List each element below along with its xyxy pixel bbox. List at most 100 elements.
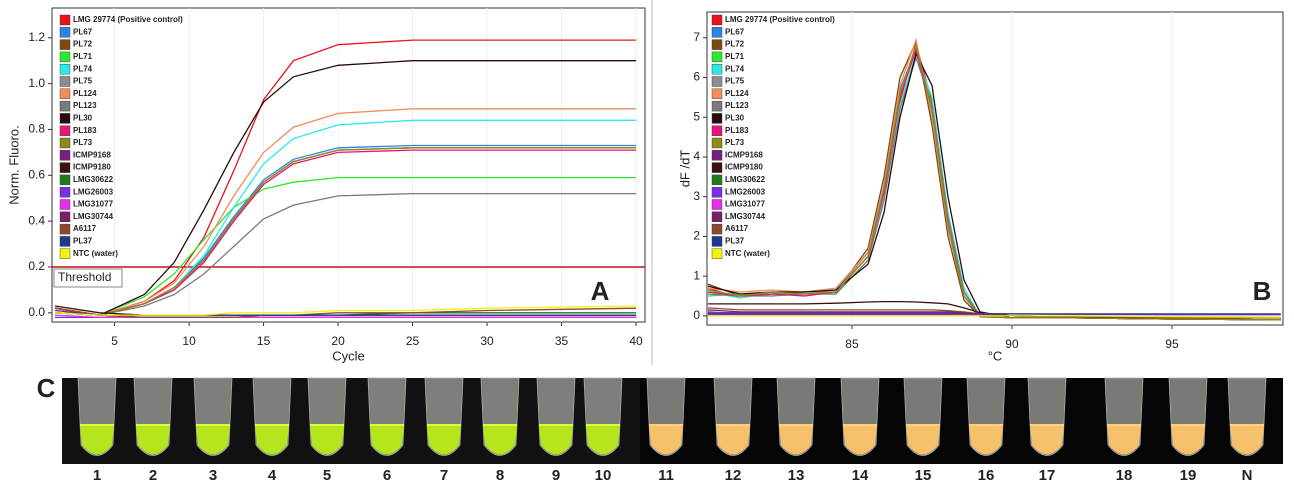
x-tick-label: 30	[480, 334, 494, 348]
legend-label: PL71	[73, 52, 93, 61]
y-tick-label: 0.0	[28, 305, 45, 319]
tube-liquid	[136, 425, 170, 455]
y-tick-label: 0.6	[28, 167, 45, 181]
tube-label: 16	[978, 467, 995, 484]
tube-label: 19	[1180, 467, 1197, 484]
threshold-label-box	[53, 268, 123, 288]
legend-label: A6117	[73, 224, 97, 233]
tube-label: 13	[788, 467, 805, 484]
legend-swatch	[711, 186, 723, 198]
legend-swatch	[711, 14, 723, 26]
series-line	[708, 315, 1281, 318]
legend-swatch	[711, 199, 723, 210]
legend-swatch	[711, 150, 723, 161]
legend-label: NTC (water)	[725, 249, 770, 258]
legend-label: LMG 29774 (Positive control)	[73, 15, 183, 24]
tube-liquid	[906, 425, 940, 455]
tube-label: 1	[93, 467, 101, 484]
series-group	[707, 37, 1281, 321]
legend-swatch	[711, 236, 723, 247]
legend-swatch	[59, 137, 71, 149]
y-tick-label: 6	[693, 70, 700, 84]
legend-swatch	[711, 113, 723, 124]
panel-letter: C	[37, 373, 56, 403]
legend-label: PL75	[725, 77, 745, 86]
legend-label: PL30	[725, 114, 745, 123]
legend-swatch	[59, 63, 71, 75]
legend-swatch	[711, 248, 723, 259]
y-tick-label: 1.2	[28, 30, 45, 44]
tube-label: 2	[149, 467, 157, 484]
legend-swatch	[59, 236, 71, 247]
legend-label: PL75	[73, 77, 93, 86]
x-axis-title: Cycle	[332, 348, 365, 363]
tube-label: 6	[383, 467, 391, 484]
series-line	[54, 108, 637, 316]
legend-swatch	[711, 137, 723, 149]
legend-label: PL72	[73, 40, 93, 49]
legend-swatch	[59, 88, 71, 100]
tube-liquid	[649, 425, 683, 455]
tube-liquid	[1230, 425, 1264, 455]
tube-label: 4	[268, 467, 277, 484]
legend-swatch	[711, 63, 723, 75]
tube-liquid	[1107, 425, 1141, 455]
tube-label: 12	[725, 467, 742, 484]
legend-swatch	[59, 27, 71, 38]
tube-liquid	[196, 425, 230, 455]
series-line	[54, 60, 637, 316]
legend-swatch	[711, 223, 723, 235]
x-tick-label: 5	[111, 334, 118, 348]
y-tick-label: 2	[693, 229, 700, 243]
legend-swatch	[59, 100, 71, 112]
legend-swatch	[59, 186, 71, 198]
legend-swatch	[59, 125, 71, 136]
legend-label: ICMP9180	[73, 163, 111, 172]
x-tick-label: 85	[845, 337, 859, 351]
legend-label: LMG 29774 (Positive control)	[725, 15, 835, 24]
x-tick-label: 35	[555, 334, 569, 348]
legend-swatch	[59, 162, 71, 173]
panel-letter: A	[591, 276, 610, 306]
tube-liquid	[586, 425, 620, 455]
legend-swatch	[59, 211, 71, 223]
legend-label: PL183	[73, 126, 97, 135]
legend-label: LMG31077	[725, 200, 766, 209]
series-line	[54, 176, 637, 316]
legend-label: ICMP9168	[73, 150, 111, 159]
y-tick-label: 0.2	[28, 259, 45, 273]
series-line	[54, 305, 637, 316]
legend-label: LMG26003	[73, 187, 114, 196]
legend-swatch	[711, 88, 723, 100]
plot-area	[706, 11, 1284, 326]
legend-label: PL123	[73, 101, 97, 110]
legend-label: PL74	[73, 64, 93, 73]
y-tick-label: 1.0	[28, 76, 45, 90]
tube-label: 5	[323, 467, 331, 484]
legend-label: LMG30622	[725, 175, 766, 184]
legend-swatch	[711, 51, 723, 63]
tube-label: 18	[1116, 467, 1133, 484]
legend-swatch	[59, 113, 71, 124]
legend-label: A6117	[725, 224, 749, 233]
legend-label: PL73	[73, 138, 93, 147]
series-line	[54, 147, 637, 316]
tube-label: 14	[852, 467, 869, 484]
legend-label: PL73	[725, 138, 745, 147]
tube-label: 10	[595, 467, 612, 484]
legend-swatch	[59, 174, 71, 186]
legend-label: LMG30622	[73, 175, 114, 184]
tube-liquid	[1030, 425, 1064, 455]
series-line	[54, 192, 637, 316]
y-tick-label: 0.4	[28, 213, 45, 227]
tube-liquid	[779, 425, 813, 455]
x-tick-label: 95	[1165, 337, 1179, 351]
legend-label: ICMP9180	[725, 163, 763, 172]
tube-label: 3	[209, 467, 217, 484]
tube-label: 7	[440, 467, 448, 484]
legend-swatch	[59, 39, 71, 50]
x-tick-label: 20	[331, 334, 345, 348]
tube-label: 11	[658, 467, 674, 484]
legend-swatch	[711, 125, 723, 136]
